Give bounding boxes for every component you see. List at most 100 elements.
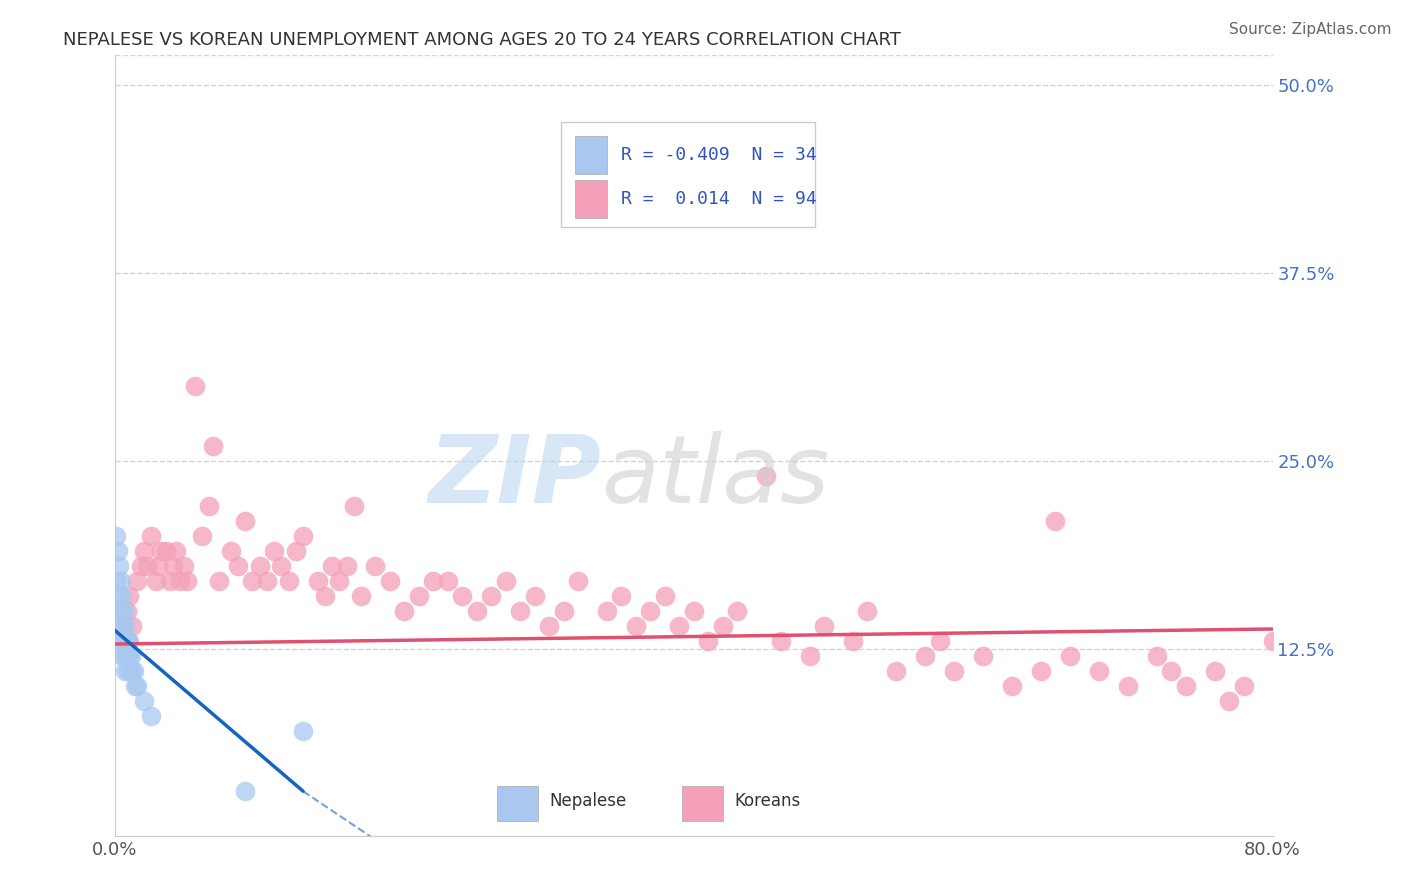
Point	[668, 619, 690, 633]
Point	[596, 604, 619, 618]
Point	[129, 558, 152, 573]
Point	[284, 544, 307, 558]
Point	[1204, 664, 1226, 678]
Point	[422, 574, 444, 588]
Point	[148, 558, 170, 573]
Point	[886, 664, 908, 678]
Point	[105, 529, 128, 543]
Point	[610, 589, 633, 603]
Point	[307, 574, 329, 588]
Point	[132, 544, 155, 558]
Point	[1088, 664, 1111, 678]
Point	[378, 574, 401, 588]
Point	[1146, 648, 1168, 663]
Point	[408, 589, 430, 603]
Point	[198, 499, 221, 513]
Point	[110, 574, 132, 588]
Point	[394, 604, 416, 618]
Text: NEPALESE VS KOREAN UNEMPLOYMENT AMONG AGES 20 TO 24 YEARS CORRELATION CHART: NEPALESE VS KOREAN UNEMPLOYMENT AMONG AG…	[63, 31, 901, 49]
Point	[155, 544, 177, 558]
Point	[108, 619, 131, 633]
Point	[1232, 679, 1254, 693]
Point	[523, 589, 546, 603]
Point	[233, 784, 256, 798]
Point	[1174, 679, 1197, 693]
Point	[125, 574, 148, 588]
Point	[165, 544, 187, 558]
Point	[842, 634, 865, 648]
Point	[1261, 634, 1284, 648]
Point	[350, 589, 373, 603]
Point	[233, 514, 256, 528]
Point	[162, 558, 184, 573]
Point	[769, 634, 792, 648]
Point	[1059, 648, 1081, 663]
Point	[725, 604, 748, 618]
Point	[122, 664, 145, 678]
Point	[114, 619, 136, 633]
Point	[1001, 679, 1024, 693]
FancyBboxPatch shape	[561, 121, 815, 227]
Point	[495, 574, 517, 588]
Point	[124, 679, 146, 693]
Point	[624, 619, 647, 633]
Point	[159, 574, 181, 588]
Point	[538, 619, 561, 633]
Point	[277, 574, 299, 588]
Point	[110, 604, 132, 618]
Point	[436, 574, 458, 588]
Point	[364, 558, 387, 573]
Point	[111, 648, 134, 663]
Point	[553, 604, 575, 618]
Point	[321, 558, 343, 573]
Point	[115, 604, 138, 618]
Point	[208, 574, 231, 588]
Point	[1045, 514, 1067, 528]
Point	[1291, 679, 1313, 693]
Text: Koreans: Koreans	[734, 792, 800, 810]
Point	[115, 634, 138, 648]
Point	[1319, 724, 1341, 739]
Point	[183, 378, 205, 392]
Point	[117, 634, 139, 648]
Point	[226, 558, 249, 573]
Point	[479, 589, 502, 603]
Point	[1116, 679, 1139, 693]
Point	[111, 619, 134, 633]
Point	[141, 529, 163, 543]
Point	[914, 648, 936, 663]
Point	[112, 634, 135, 648]
Point	[114, 634, 136, 648]
Bar	[496, 786, 537, 821]
Point	[169, 574, 191, 588]
Point	[928, 634, 950, 648]
Point	[118, 648, 141, 663]
Point	[270, 558, 292, 573]
Point	[110, 634, 132, 648]
Point	[112, 604, 135, 618]
Point	[120, 648, 142, 663]
Point	[249, 558, 271, 573]
Point	[176, 574, 198, 588]
Point	[107, 589, 129, 603]
Point	[465, 604, 488, 618]
Point	[343, 499, 366, 513]
Point	[219, 544, 242, 558]
Bar	[575, 136, 607, 174]
Bar	[682, 786, 723, 821]
Point	[114, 664, 136, 678]
Point	[943, 664, 966, 678]
Point	[813, 619, 835, 633]
Point	[1029, 664, 1052, 678]
Point	[263, 544, 285, 558]
Point	[107, 544, 129, 558]
Point	[711, 619, 734, 633]
Point	[799, 648, 821, 663]
Point	[682, 604, 704, 618]
Point	[125, 679, 148, 693]
Point	[654, 589, 676, 603]
Point	[451, 589, 474, 603]
Point	[118, 589, 141, 603]
Point	[135, 558, 157, 573]
Point	[111, 589, 134, 603]
